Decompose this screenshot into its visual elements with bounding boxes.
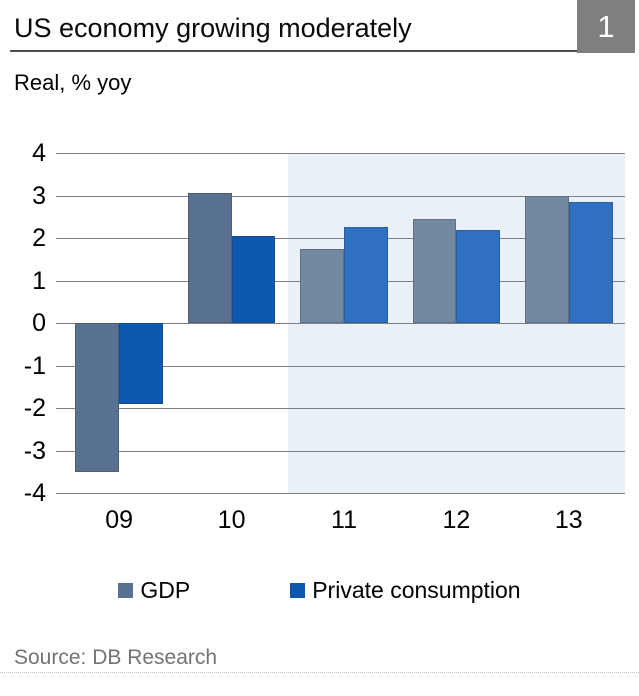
bar-gdp-12: [412, 218, 457, 323]
axis-unit-label: Real, % yoy: [14, 70, 132, 95]
bar-private-consumption-13: [568, 201, 613, 323]
gridline: [63, 365, 625, 367]
y-axis-labels: 4 3 2 1 0 -1 -2 -3 -4: [0, 139, 46, 507]
y-axis-tick: [56, 238, 63, 239]
y-axis-label: -2: [23, 394, 46, 422]
gridline: [63, 195, 625, 197]
legend-label-gdp: GDP: [140, 577, 191, 603]
legend-item-private-consumption: Private consumption: [290, 577, 521, 604]
x-axis-label: 10: [217, 506, 246, 534]
legend-item-gdp: GDP: [118, 577, 190, 604]
y-axis-tick: [56, 280, 63, 282]
bar-private-consumption-09: [119, 323, 164, 404]
y-axis-label: 3: [32, 181, 46, 210]
y-axis-ticks: [56, 153, 63, 494]
y-axis-tick: [56, 195, 63, 197]
y-axis-label: -3: [23, 436, 46, 465]
x-axis-label: 12: [442, 506, 471, 534]
page-title: US economy growing moderately: [14, 13, 412, 43]
gridline: [63, 323, 625, 324]
source-note: Source: DB Research: [14, 646, 218, 669]
y-axis-tick: [56, 365, 63, 367]
y-axis-tick: [56, 450, 63, 452]
chart-legend: GDP Private consumption: [0, 577, 639, 604]
figure-number-badge: 1: [577, 0, 635, 53]
bar-private-consumption-10: [231, 235, 276, 323]
title-divider: [10, 50, 577, 52]
y-axis-tick: [56, 153, 63, 154]
gdp-legend-swatch-icon: [118, 583, 134, 598]
private-consumption-legend-swatch-icon: [290, 583, 306, 598]
y-axis-tick: [56, 408, 63, 409]
gridline: [63, 153, 625, 154]
bar-private-consumption-12: [456, 229, 501, 323]
y-axis-label: 1: [32, 266, 46, 295]
bar-gdp-09: [75, 323, 120, 472]
y-axis-label: -1: [23, 351, 46, 380]
bar-gdp-11: [300, 248, 344, 323]
x-axis-label: 11: [331, 506, 357, 534]
y-axis-label: 2: [32, 224, 46, 252]
y-axis-label: -4: [23, 479, 46, 507]
bar-gdp-13: [524, 195, 569, 323]
x-axis-label: 13: [554, 506, 583, 534]
legend-label-private-consumption: Private consumption: [312, 577, 521, 603]
bottom-divider: [0, 672, 639, 673]
y-axis-label: 0: [32, 309, 46, 337]
gridline: [63, 450, 625, 452]
y-axis-tick: [56, 323, 63, 324]
x-axis-label: 09: [105, 506, 134, 534]
bar-private-consumption-11: [344, 227, 388, 323]
y-axis-tick: [56, 493, 63, 494]
y-axis-label: 4: [32, 139, 46, 167]
x-axis-labels: 09 10 11 12 13: [63, 506, 625, 538]
gridline: [63, 408, 625, 409]
chart-plot-area: [63, 153, 625, 494]
bar-gdp-10: [187, 193, 232, 323]
gridline: [63, 493, 625, 494]
